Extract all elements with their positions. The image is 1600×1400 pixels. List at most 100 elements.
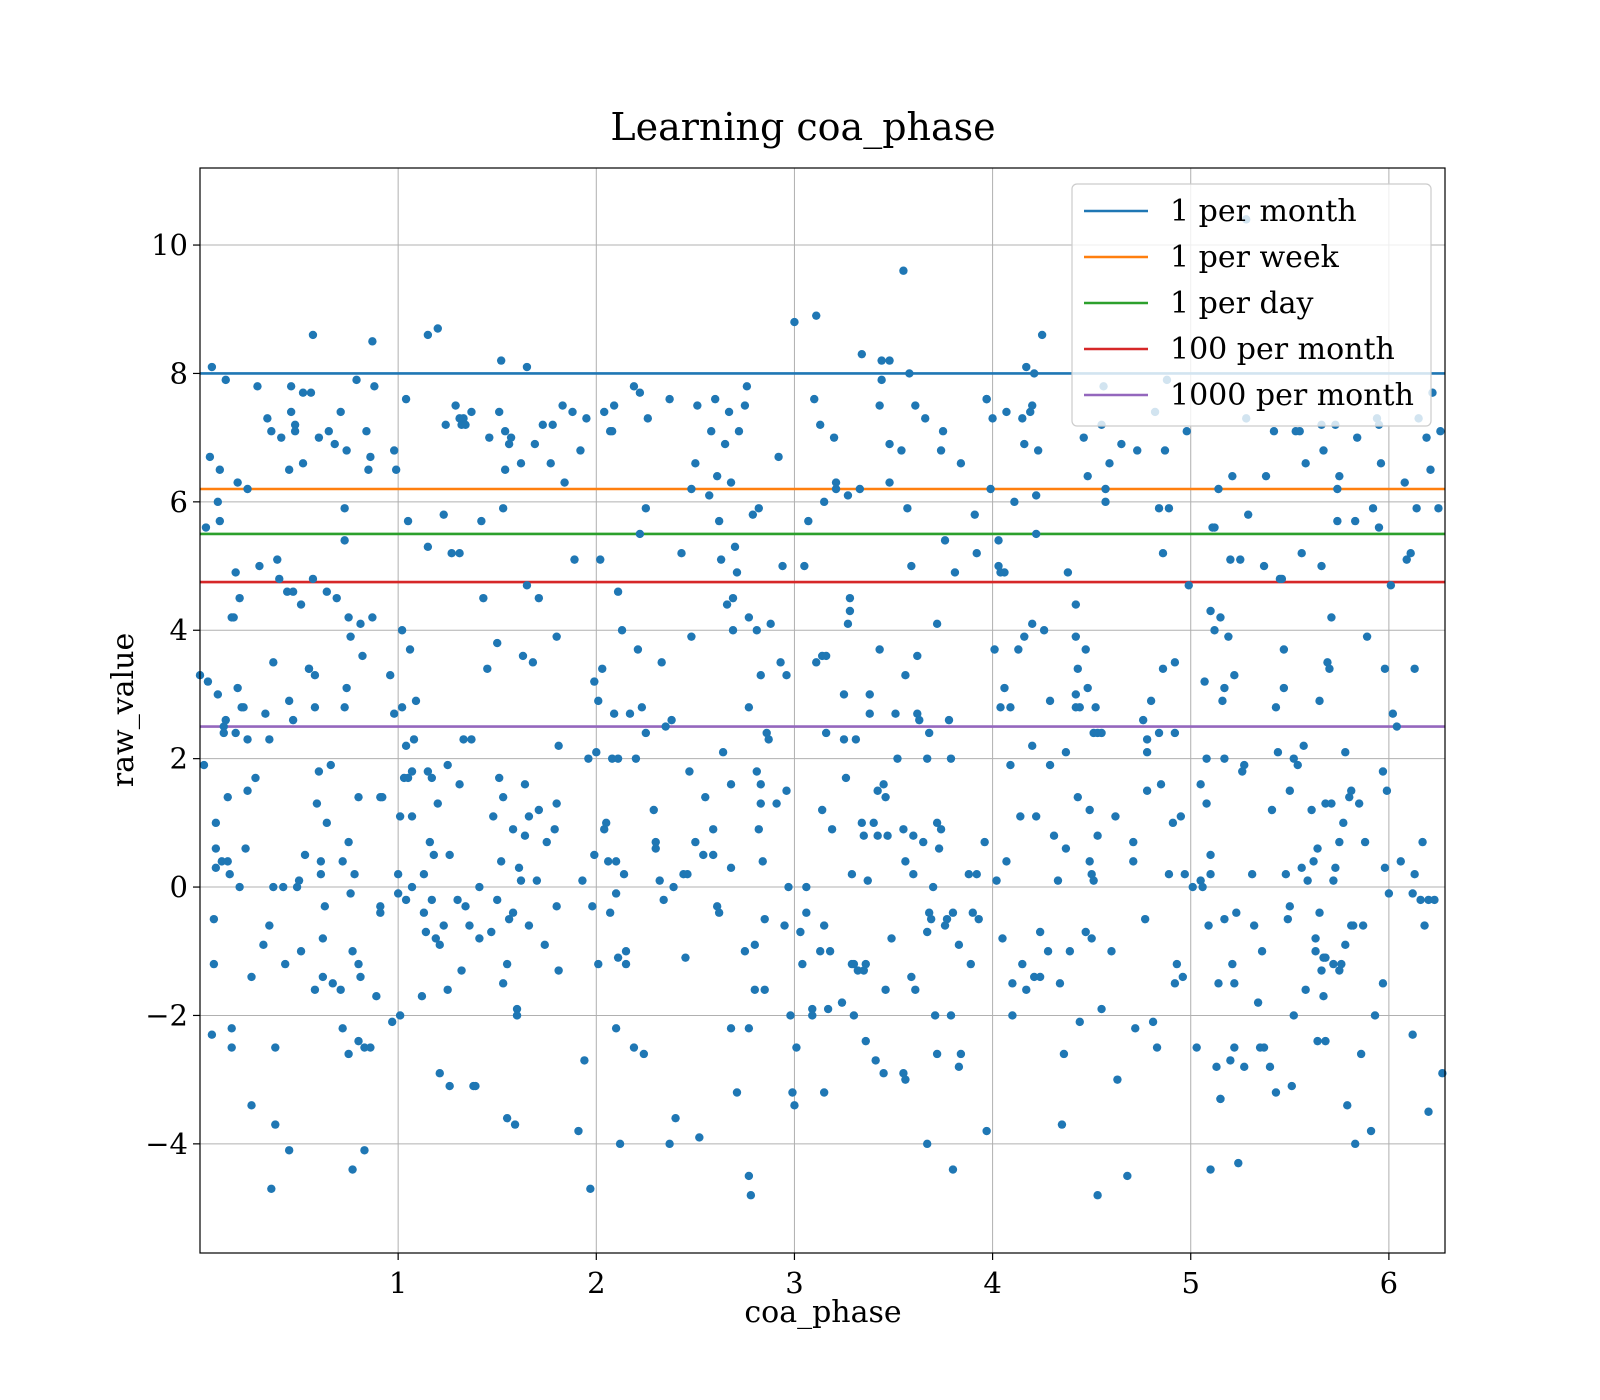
y-tick-label: −4: [145, 1127, 188, 1161]
scatter-point: [1303, 876, 1312, 885]
scatter-point: [633, 645, 643, 654]
scatter-point: [346, 889, 355, 898]
scatter-point: [496, 857, 506, 866]
scatter-point: [467, 407, 476, 417]
scatter-point: [1436, 427, 1445, 436]
scatter-point: [336, 985, 345, 994]
scatter-point: [1178, 972, 1188, 982]
scatter-point: [726, 863, 736, 872]
scatter-point: [875, 645, 884, 654]
scatter-point: [899, 266, 908, 275]
scatter-point: [1309, 857, 1318, 866]
scatter-point: [845, 593, 855, 603]
scatter-point: [265, 921, 274, 930]
scatter-point: [405, 645, 415, 654]
scatter-point: [1091, 703, 1100, 712]
scatter-point: [288, 587, 298, 596]
scatter-point: [923, 754, 932, 763]
scatter-point: [467, 735, 476, 744]
scatter-point: [441, 420, 450, 430]
scatter-point: [693, 401, 702, 410]
scatter-point: [1083, 683, 1092, 693]
scatter-point: [534, 805, 544, 815]
scatter-point: [504, 439, 514, 449]
scatter-point: [1396, 857, 1405, 866]
scatter-point: [366, 452, 375, 462]
scatter-point: [1376, 459, 1386, 468]
scatter-point: [217, 857, 226, 866]
scatter-point: [376, 902, 385, 911]
scatter-point: [1081, 645, 1090, 654]
scatter-point: [393, 889, 403, 898]
scatter-point: [1341, 940, 1350, 950]
scatter-point: [1400, 478, 1409, 487]
scatter-point: [1097, 1004, 1106, 1014]
scatter-point: [808, 1011, 817, 1020]
scatter-point: [899, 1069, 908, 1078]
scatter-point: [451, 401, 460, 410]
scatter-point: [752, 626, 761, 635]
scatter-point: [754, 825, 763, 834]
scatter-point: [199, 760, 209, 770]
scatter-point: [461, 420, 470, 430]
scatter-point: [994, 536, 1003, 545]
scatter-point: [279, 882, 288, 892]
scatter-point: [891, 709, 900, 718]
scatter-point: [534, 593, 544, 603]
scatter-point: [389, 709, 399, 718]
scatter-point: [282, 587, 292, 596]
scatter-point: [459, 414, 468, 423]
scatter-point: [901, 857, 910, 866]
scatter-point: [1313, 844, 1322, 853]
scatter-point: [522, 362, 532, 372]
scatter-point: [600, 825, 609, 834]
scatter-point: [986, 484, 995, 494]
scatter-point: [839, 690, 849, 699]
scatter-point: [816, 420, 825, 430]
scatter-point: [669, 882, 678, 892]
scatter-point: [1299, 741, 1308, 751]
scatter-point: [798, 959, 807, 969]
y-tick-label: 10: [151, 228, 188, 262]
grid-layer: [200, 168, 1445, 1253]
scatter-point: [1113, 1075, 1122, 1084]
scatter-point: [1057, 1120, 1067, 1129]
scatter-point: [401, 895, 411, 905]
scatter-point: [346, 632, 355, 641]
scatter-point: [972, 870, 981, 879]
scatter-point: [1101, 484, 1110, 494]
scatter-point: [873, 831, 882, 840]
scatter-point: [1214, 484, 1223, 494]
scatter-point: [423, 542, 433, 551]
scatter-point: [923, 1139, 932, 1149]
scatter-point: [247, 1101, 256, 1110]
legend: 1 per month 1 per week 1 per day 100 per mo…: [1071, 183, 1432, 427]
scatter-point: [1073, 792, 1082, 802]
scatter-point: [516, 459, 526, 468]
scatter-point: [241, 844, 250, 853]
scatter-point: [592, 748, 601, 757]
scatter-point: [714, 516, 724, 526]
scatter-point: [671, 1113, 680, 1123]
scatter-point: [1184, 581, 1193, 590]
scatter-point: [1000, 683, 1009, 693]
scatter-point: [431, 934, 440, 943]
scatter-point: [1285, 902, 1295, 911]
scatter-point: [1014, 645, 1023, 654]
scatter-point: [1063, 568, 1073, 577]
scatter-point: [1168, 818, 1178, 828]
scatter-point: [1016, 812, 1025, 821]
scatter-point: [506, 433, 516, 442]
scatter-point: [1156, 780, 1166, 789]
scatter-point: [453, 895, 462, 905]
scatter-point: [1033, 446, 1043, 455]
scatter-point: [732, 568, 742, 577]
scatter-point: [1020, 439, 1029, 449]
scatter-point: [267, 427, 276, 436]
scatter-point: [1416, 895, 1425, 905]
scatter-point: [1030, 972, 1039, 982]
scatter-point: [500, 427, 510, 436]
scatter-point: [742, 382, 752, 391]
scatter-point: [1422, 433, 1431, 442]
scatter-point: [732, 1088, 742, 1097]
